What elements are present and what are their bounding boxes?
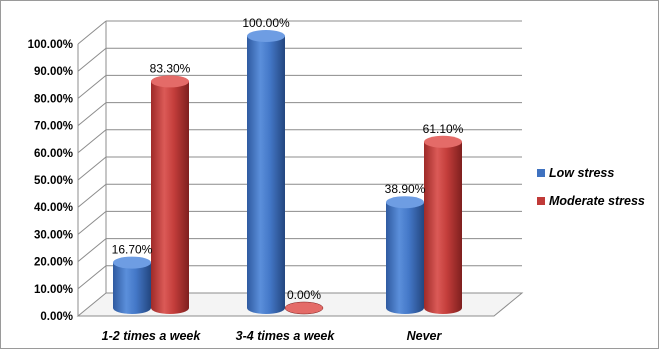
gridline-depth [77, 265, 107, 290]
data-label: 38.90% [385, 182, 426, 196]
y-tick-label: 80.00% [34, 93, 73, 105]
bar-body [424, 141, 462, 314]
bar-top [113, 256, 151, 269]
bar-body [113, 262, 151, 314]
bar-body [247, 36, 285, 314]
y-tick-label: 0.00% [40, 311, 73, 323]
bar-top [247, 30, 285, 42]
gridline-depth [77, 211, 107, 235]
gridline-depth [77, 238, 107, 262]
data-labels-layer: 16.70% 83.30% 100.00% 0.00% 38.90% 61.10% [112, 16, 464, 302]
bar-top [386, 196, 424, 209]
y-tick-label: 60.00% [34, 148, 73, 160]
y-axis-ticks: 0.00% 10.00% 20.00% 30.00% 40.00% 50.00% 60.00… [28, 39, 73, 323]
bar-low-stress-0 [113, 256, 151, 314]
data-label: 83.30% [150, 61, 191, 75]
gridline-depth [77, 47, 107, 72]
legend-label: Low stress [549, 166, 614, 180]
legend-label: Moderate stress [549, 194, 645, 208]
bar-moderate-stress-2 [424, 135, 462, 314]
gridline-depth [77, 129, 107, 154]
x-axis-categories: 1-2 times a week 3-4 times a week Never [102, 329, 443, 343]
gridline-depth [77, 102, 107, 126]
bar-body [151, 81, 189, 314]
y-tick-label: 40.00% [34, 202, 73, 214]
data-label: 61.10% [423, 122, 464, 136]
x-category-label: 1-2 times a week [102, 329, 202, 343]
bar-low-stress-2 [386, 196, 424, 314]
y-tick-label: 50.00% [34, 175, 73, 187]
legend-swatch [537, 169, 545, 177]
bar-low-stress-1 [247, 30, 285, 314]
bar-moderate-stress-1 [284, 301, 324, 315]
bar-top [151, 75, 189, 88]
y-tick-label: 10.00% [34, 284, 73, 296]
bar-moderate-stress-0 [151, 75, 189, 314]
bar-top [424, 135, 462, 148]
gridline-depth [77, 156, 107, 181]
gridline-depth [77, 20, 107, 45]
data-label: 100.00% [242, 16, 290, 30]
data-label: 16.70% [112, 243, 153, 257]
bars-layer [113, 30, 462, 315]
x-category-label: 3-4 times a week [236, 329, 336, 343]
y-tick-label: 20.00% [34, 257, 73, 269]
y-tick-label: 90.00% [34, 66, 73, 78]
gridline-depth [77, 75, 107, 99]
y-tick-label: 30.00% [34, 229, 73, 241]
bar-body [386, 202, 424, 314]
bar-top [284, 301, 324, 315]
x-category-label: Never [407, 329, 443, 343]
data-label: 0.00% [287, 288, 321, 302]
legend-swatch [537, 197, 545, 205]
gridline-depth [77, 183, 107, 208]
y-tick-label: 100.00% [28, 39, 73, 51]
legend: Low stress Moderate stress [537, 166, 645, 208]
y-tick-label: 70.00% [34, 121, 73, 133]
